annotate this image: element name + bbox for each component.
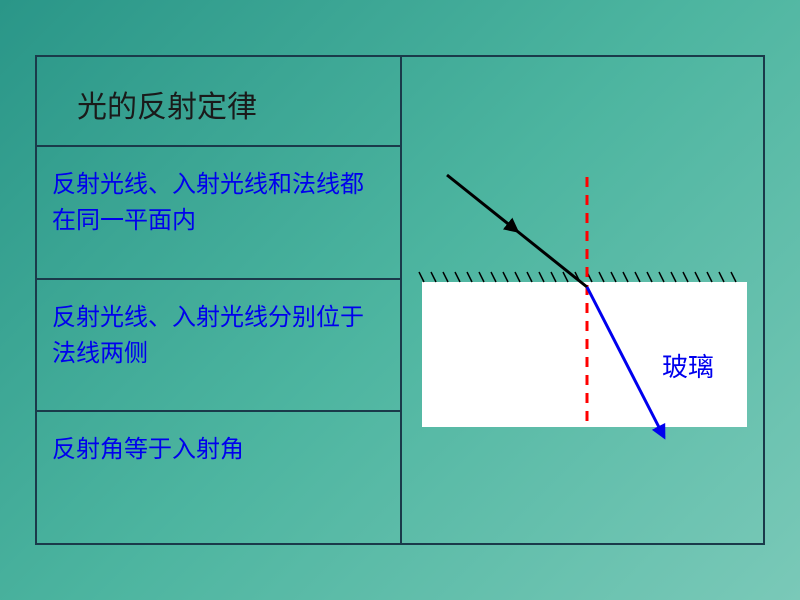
glass-label-text: 玻璃 — [662, 352, 714, 382]
title-text: 光的反射定律 — [77, 91, 257, 124]
rule-1-text: 反射光线、入射光线和法线都在同一平面内 — [52, 171, 364, 234]
rule-1-cell: 反射光线、入射光线和法线都在同一平面内 — [37, 147, 400, 280]
left-column: 光的反射定律 反射光线、入射光线和法线都在同一平面内 反射光线、入射光线分别位于… — [37, 57, 400, 543]
rule-3-text: 反射角等于入射角 — [52, 436, 244, 463]
title-cell: 光的反射定律 — [37, 57, 400, 147]
rule-3-cell: 反射角等于入射角 — [37, 412, 400, 543]
rule-2-cell: 反射光线、入射光线分别位于法线两侧 — [37, 280, 400, 413]
right-column: 玻璃 — [400, 57, 763, 543]
content-table: 光的反射定律 反射光线、入射光线和法线都在同一平面内 反射光线、入射光线分别位于… — [35, 55, 765, 545]
glass-label: 玻璃 — [662, 347, 714, 384]
rule-2-text: 反射光线、入射光线分别位于法线两侧 — [52, 304, 364, 367]
